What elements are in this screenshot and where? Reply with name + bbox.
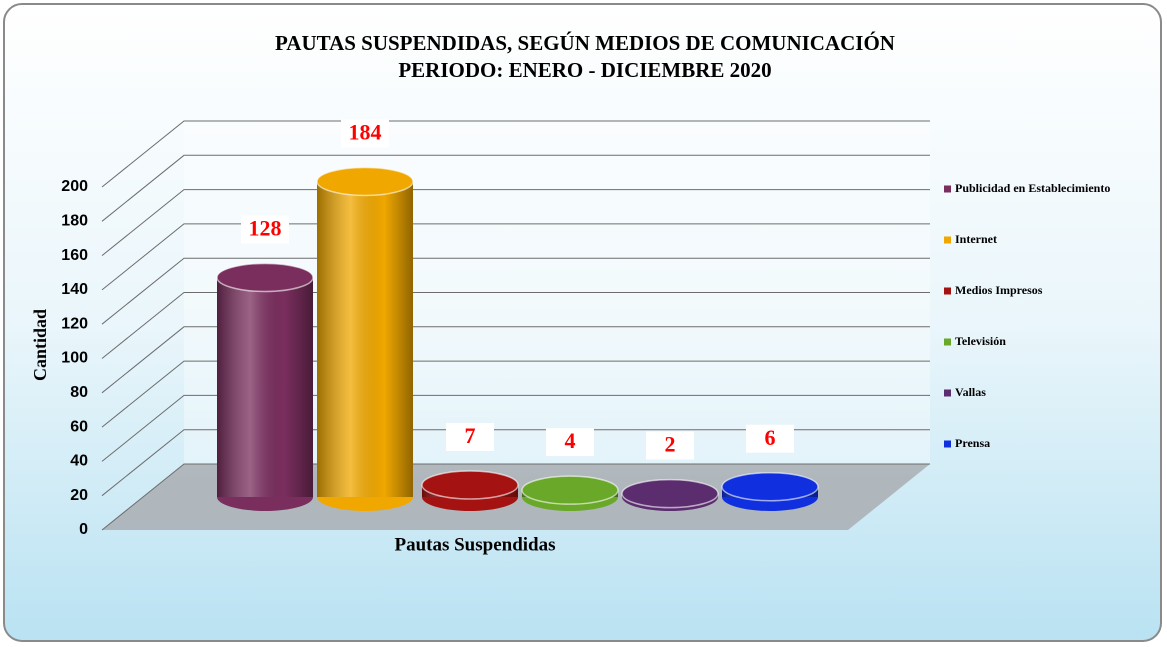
cylinder [316,166,414,511]
y-axis-title: Cantidad [30,309,50,381]
cylinder-top [421,470,519,500]
chart-title: PAUTAS SUSPENDIDAS, SEGÚN MEDIOS DE COMU… [275,31,895,55]
y-tick-label: 80 [70,384,88,401]
legend-label: Prensa [955,436,990,450]
legend-swatch [944,287,951,295]
data-label-box [546,428,594,457]
legend-label: Internet [955,232,997,246]
y-tick-label: 60 [70,418,88,435]
grid-line [101,120,930,188]
legend-swatch [944,389,951,397]
grid-line [101,463,930,531]
chart-subtitle: PERIODO: ENERO - DICIEMBRE 2020 [398,58,771,82]
cylinder-top [621,478,719,509]
legend-label: Medios Impresos [955,283,1043,297]
data-label: 184 [349,119,382,144]
cylinder-top [316,166,414,197]
cylinder-shade [217,277,313,497]
grid-line [101,223,930,291]
data-label: 7 [465,423,476,448]
y-tick-label: 140 [61,281,88,298]
y-tick-label: 120 [61,315,88,332]
cylinder [721,471,819,511]
legend-swatch [944,236,951,244]
cylinder-top [521,475,619,505]
data-label-box [241,215,289,244]
cylinder [621,478,719,511]
cylinder-top [216,262,314,293]
grid-line [101,189,930,256]
cylinder [421,470,519,511]
data-label: 6 [765,425,776,450]
legend-swatch [944,338,951,346]
grid-line [101,394,930,462]
data-label-box [446,422,494,451]
cylinder-top [721,471,819,502]
legend-swatch [944,440,951,448]
y-tick-label: 0 [79,521,88,538]
legend-label: Publicidad en Establecimiento [955,181,1110,195]
x-tick-label: Pautas Suspendidas [394,534,555,555]
y-tick-label: 180 [61,213,88,230]
y-tick-label: 40 [70,453,88,470]
legend-label: Vallas [955,385,986,399]
cylinder-shade [317,181,413,497]
data-label-box [746,424,794,453]
y-tick-label: 200 [61,178,88,195]
grid-line [101,326,930,394]
grid-line [101,360,930,428]
y-tick-label: 20 [70,487,88,504]
data-label-box [646,431,694,460]
data-label: 2 [665,432,676,457]
grid-line [101,257,930,325]
grid-line [101,154,930,222]
y-tick-label: 100 [61,350,88,367]
legend-swatch [944,185,951,193]
y-tick-label: 160 [61,247,88,264]
data-label: 128 [249,216,282,241]
grid-line [101,429,930,497]
cylinder [521,475,619,511]
data-label: 4 [565,428,576,453]
legend-label: Televisión [955,334,1006,348]
data-label-box [341,119,389,148]
cylinder [216,262,314,511]
grid-line [101,292,930,359]
